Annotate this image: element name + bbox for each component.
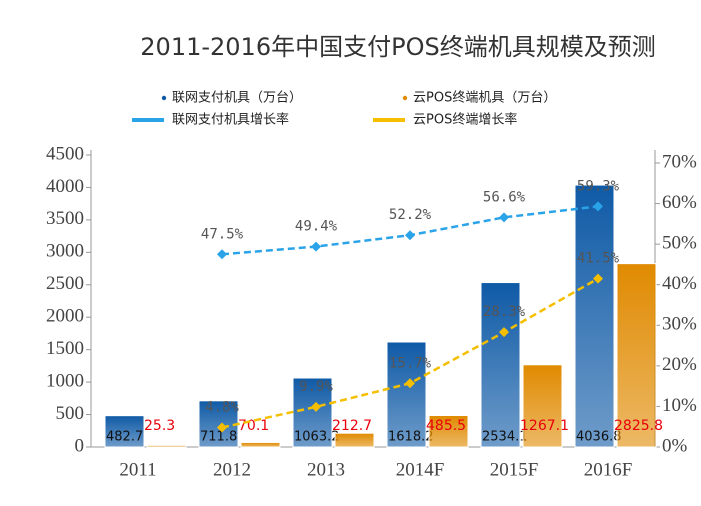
bar [334,432,375,448]
line-marker [217,422,227,433]
line-marker [499,212,509,223]
line-marker [217,249,227,260]
bar [480,282,521,448]
bar [616,263,657,448]
bar [146,444,187,448]
y2-tick-label: 70% [662,151,697,172]
line-value-label: 52.2% [389,207,432,223]
y2-tick-label: 0% [662,435,688,456]
y-tick-label: 2000 [46,306,84,327]
y-tick-label: 1500 [46,338,84,359]
y-tick-label: 0 [75,435,85,456]
y-tick-label: 4000 [46,176,84,197]
bar-value-label: 212.7 [332,418,372,434]
line-marker [405,230,415,241]
line-value-label: 56.6% [483,189,526,205]
legend-swatch [402,95,408,101]
y2-tick-label: 40% [662,273,697,294]
legend-label: 联网支付机具（万台） [172,91,302,106]
line-marker [593,273,603,284]
line-marker [311,401,321,412]
y-tick-label: 4500 [46,143,84,164]
y2-tick-label: 20% [662,354,697,375]
bar [240,441,281,448]
y-tick-label: 2500 [46,273,84,294]
bar-value-label: 2534.1 [482,430,528,445]
line-value-label: 15.7% [389,355,432,371]
legend-swatch [161,95,167,101]
bar [428,414,469,448]
line-marker [593,201,603,212]
bar-value-label: 1618.2 [388,430,434,445]
bar-value-label: 25.3 [144,418,175,434]
y-tick-label: 1000 [46,370,84,391]
x-tick-label: 2015F [490,459,539,480]
line-marker [405,378,415,389]
line-value-label: 47.5% [201,226,244,242]
line-value-label: 9.9% [299,379,333,395]
legend-label: 云POS终端增长率 [413,112,517,128]
line-value-label: 49.4% [295,219,338,235]
bar-value-label: 2825.8 [614,418,663,434]
line-value-label: 4.8% [205,400,239,416]
line-marker [311,241,321,252]
bar [386,341,427,448]
bar [522,364,563,448]
y-tick-label: 3000 [46,241,84,262]
bar-value-label: 1063.2 [294,430,340,445]
line-value-label: 59.3% [577,178,620,194]
y2-tick-label: 50% [662,233,697,254]
y2-tick-label: 60% [662,192,697,213]
x-tick-label: 2012 [213,459,251,480]
x-tick-label: 2014F [396,459,445,480]
bar-value-label: 70.1 [238,418,269,434]
legend-label: 联网支付机具增长率 [172,112,289,128]
y-tick-label: 3500 [46,208,84,229]
bar [104,415,145,448]
legend-label: 云POS终端机具（万台） [413,90,556,106]
bar-value-label: 711.8 [200,430,237,445]
y2-tick-label: 10% [662,395,697,416]
bar-value-label: 1267.1 [520,418,569,434]
bar-value-label: 482.7 [106,430,143,445]
y2-tick-label: 30% [662,314,697,335]
x-tick-label: 2013 [307,459,345,480]
bar [574,184,615,448]
bar-value-label: 4036.8 [576,430,622,445]
bar-value-label: 485.5 [426,418,466,434]
x-tick-label: 2011 [119,459,156,480]
chart-title: 2011-2016年中国支付POS终端机具规模及预测 [140,33,655,61]
bar [292,377,333,448]
line-value-label: 28.3% [483,304,526,320]
y-tick-label: 500 [56,403,85,424]
x-tick-label: 2016F [584,459,633,480]
line-marker [499,327,509,338]
line-value-label: 41.5% [577,251,620,267]
